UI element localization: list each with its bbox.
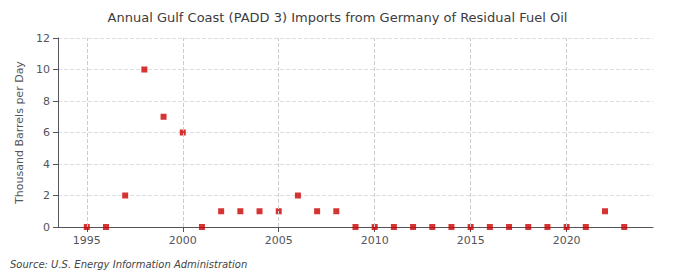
svg-text:2020: 2020 — [553, 234, 581, 247]
svg-text:6: 6 — [43, 126, 50, 139]
svg-text:2010: 2010 — [361, 234, 389, 247]
svg-text:12: 12 — [36, 32, 50, 45]
svg-text:1995: 1995 — [73, 234, 101, 247]
svg-text:2005: 2005 — [265, 234, 293, 247]
svg-text:Thousand Barrels per Day: Thousand Barrels per Day — [13, 61, 26, 205]
svg-text:2000: 2000 — [169, 234, 197, 247]
svg-text:10: 10 — [36, 63, 50, 76]
svg-text:2: 2 — [43, 189, 50, 202]
svg-text:4: 4 — [43, 158, 50, 171]
svg-text:Annual Gulf Coast (PADD 3) Imp: Annual Gulf Coast (PADD 3) Imports from … — [108, 10, 568, 25]
svg-text:0: 0 — [43, 221, 50, 234]
svg-text:2015: 2015 — [457, 234, 485, 247]
svg-text:8: 8 — [43, 95, 50, 108]
svg-text:Source: U.S. Energy Informatio: Source: U.S. Energy Information Administ… — [10, 259, 247, 270]
